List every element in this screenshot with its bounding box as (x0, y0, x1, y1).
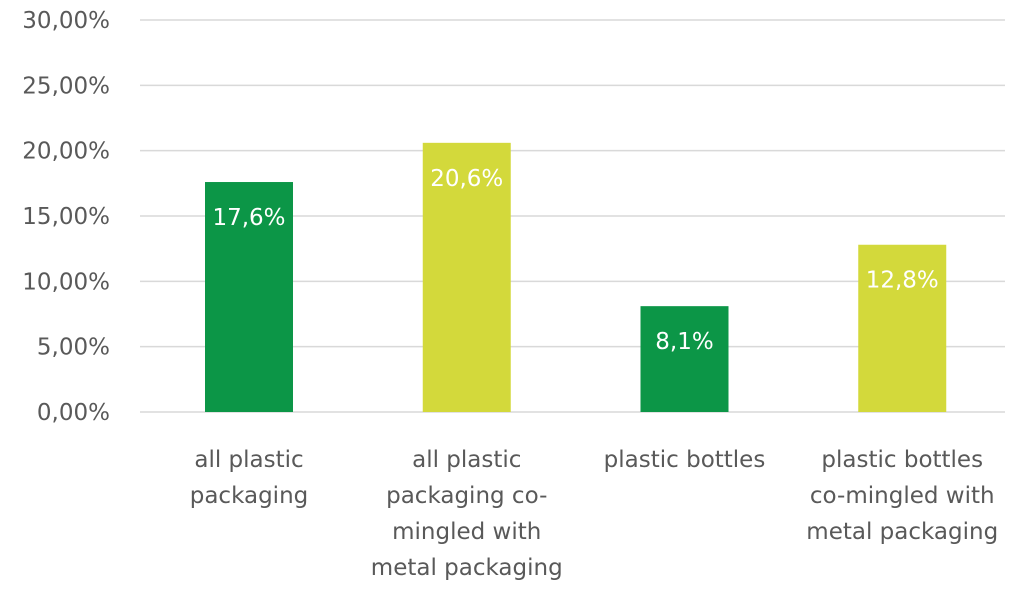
y-tick-label: 10,00% (22, 269, 110, 295)
data-label: 20,6% (430, 166, 503, 192)
bar (422, 142, 511, 412)
y-tick-label: 15,00% (22, 204, 110, 230)
x-category-label: plastic bottles (604, 447, 766, 473)
data-label: 17,6% (212, 205, 285, 231)
y-axis-tick-labels: 0,00% 5,00% 10,00% 15,00% 20,00% 25,00% 30,00% (22, 8, 110, 426)
bars (205, 142, 947, 412)
bar (640, 306, 729, 412)
y-tick-label: 0,00% (37, 400, 110, 426)
data-labels: 17,6% 20,6% 8,1% 12,8% (212, 166, 938, 355)
x-category-label: all plastic packaging co-mingled with meta… (371, 447, 563, 581)
bar (205, 182, 293, 412)
y-tick-label: 30,00% (22, 8, 110, 34)
bar (858, 244, 947, 412)
x-category-label: all plastic packaging (190, 447, 309, 509)
data-label: 12,8% (866, 268, 939, 294)
y-tick-label: 25,00% (22, 73, 110, 99)
x-axis-category-labels: all plastic packaging all plastic packaging… (190, 447, 998, 581)
y-tick-label: 5,00% (37, 335, 110, 361)
x-category-label: plastic bottles co-mingled with metal pack… (806, 447, 998, 545)
y-tick-label: 20,00% (22, 139, 110, 165)
data-label: 8,1% (655, 329, 713, 355)
